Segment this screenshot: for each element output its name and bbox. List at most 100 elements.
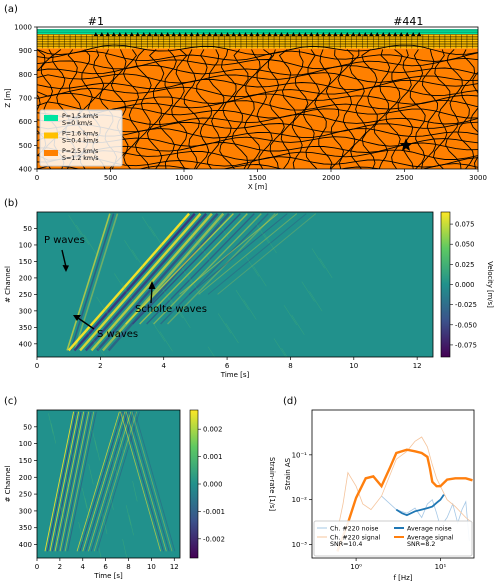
scatter-texture [108, 489, 114, 510]
receiver-marker [339, 32, 344, 37]
scatter-texture [122, 539, 128, 558]
panel-a-letter: (a) [4, 4, 18, 15]
receiver-label-first: #1 [88, 15, 104, 28]
x-tick-label: 12 [413, 362, 422, 370]
colorbar-tick-label: -0.002 [203, 535, 225, 543]
arrow-head [148, 281, 156, 289]
y-tick-label: 200 [19, 474, 32, 482]
scatter-texture [190, 231, 204, 252]
legend-label-s: S=0 km/s [62, 120, 92, 127]
arrow-head [62, 265, 69, 272]
wavefront-stripe [188, 213, 288, 295]
wavefront-stripe [70, 213, 115, 351]
mesh-line-vertical [159, 49, 177, 169]
mesh-line-horizontal [37, 57, 478, 70]
wavefront-stripe [96, 212, 219, 352]
wavefront-stripe [76, 411, 120, 552]
scatter-texture [263, 233, 277, 254]
axes-frame [36, 211, 434, 358]
wavefront-stripe [167, 213, 276, 325]
receiver-marker [177, 32, 182, 37]
scatter-texture [215, 217, 229, 238]
wavefront-stripe [79, 212, 202, 352]
wavefront-stripe [64, 411, 95, 552]
x-tick-label: 0 [35, 563, 39, 571]
wavefront-stripe [66, 213, 111, 351]
colorbar [440, 211, 451, 358]
legend-label: Ch. #220 noise [330, 526, 379, 533]
receiver-marker [417, 32, 422, 37]
colorbar-tick-label: -0.025 [455, 301, 477, 309]
scatter-texture [93, 339, 106, 357]
wavefront-stripe [90, 411, 135, 552]
series-line [336, 448, 473, 552]
mesh-line-horizontal [37, 79, 478, 91]
mesh-line-horizontal [37, 163, 478, 169]
colorbar-tick-label: 0.000 [203, 481, 222, 489]
colorbar-tick-label: 0.000 [455, 281, 474, 289]
x-tick-label: 8 [126, 563, 130, 571]
x-tick-label: 12 [170, 563, 179, 571]
y-tick-label: 250 [19, 491, 32, 499]
wavefront-stripe [57, 411, 87, 552]
legend-box [313, 520, 473, 557]
wavefront-stripe [128, 411, 170, 552]
x-tick-label: 4 [81, 563, 86, 571]
scatter-texture [48, 413, 54, 434]
wavefront-stripe [122, 411, 164, 552]
receiver-marker [159, 32, 164, 37]
receiver-marker [201, 32, 206, 37]
scatter-texture [131, 249, 145, 270]
y-tick-label: 100 [19, 440, 32, 448]
legend-label-p: P=1.6 km/s [62, 131, 98, 138]
receiver-marker [315, 32, 320, 37]
wavefront-stripe [84, 212, 208, 352]
scatter-texture [169, 298, 183, 319]
legend-snr-label: SNR=8.2 [407, 541, 435, 548]
legend-label: Ch. #220 signal [330, 535, 381, 542]
scatter-texture [319, 258, 333, 279]
scatter-texture [187, 274, 201, 295]
mesh-line-horizontal [37, 72, 478, 84]
wavefront-stripe [54, 411, 85, 552]
colorbar-tick-label: 0.075 [455, 221, 474, 229]
x-tick-label: 500 [104, 174, 117, 182]
receiver-marker [351, 32, 356, 37]
y-tick-label: 150 [19, 457, 32, 465]
x-tick-label: 0 [35, 174, 39, 182]
mesh-line-vertical [457, 49, 476, 169]
mesh-line-vertical [183, 49, 200, 169]
wavefront-stripe [85, 411, 129, 552]
y-tick-label: 400 [19, 541, 32, 549]
scatter-texture [83, 234, 97, 255]
colorbar-tick-label: 0.050 [455, 241, 474, 249]
y-tick-label: 100 [19, 241, 32, 249]
y-tick-label: 900 [19, 47, 32, 55]
wavefront-stripe [62, 411, 92, 552]
scatter-texture [256, 223, 270, 244]
receiver-marker [411, 32, 416, 37]
legend-label-s: S=0.4 km/s [62, 138, 98, 145]
wavefront-stripe [67, 411, 97, 552]
receiver-marker [405, 32, 410, 37]
colorbar-label: Strain-rate [1/s] [268, 457, 276, 511]
legend-swatch [44, 115, 58, 121]
mesh-line-vertical [219, 49, 237, 169]
plot-area [336, 436, 473, 552]
wavefront-stripe [207, 213, 307, 295]
panel-b-velocity-gather: 0 2 4 6 8 10 12 50 100 150 200 250 300 350 400 Time [s]… [4, 211, 494, 379]
scatter-texture [61, 506, 67, 527]
wavefront-stripe [79, 411, 123, 552]
y-axis-label: Z [m] [4, 88, 12, 108]
mesh-line-vertical [469, 49, 478, 169]
wavefront-stripe [96, 411, 140, 552]
y-tick-label: 350 [19, 324, 32, 332]
wavefront-stripe [101, 212, 225, 352]
scatter-texture [235, 289, 249, 310]
scatter-texture [64, 472, 70, 493]
scatter-texture [311, 248, 325, 269]
receiver-marker [279, 32, 284, 37]
mesh-line-vertical [421, 49, 439, 169]
axes-frame [36, 409, 181, 559]
